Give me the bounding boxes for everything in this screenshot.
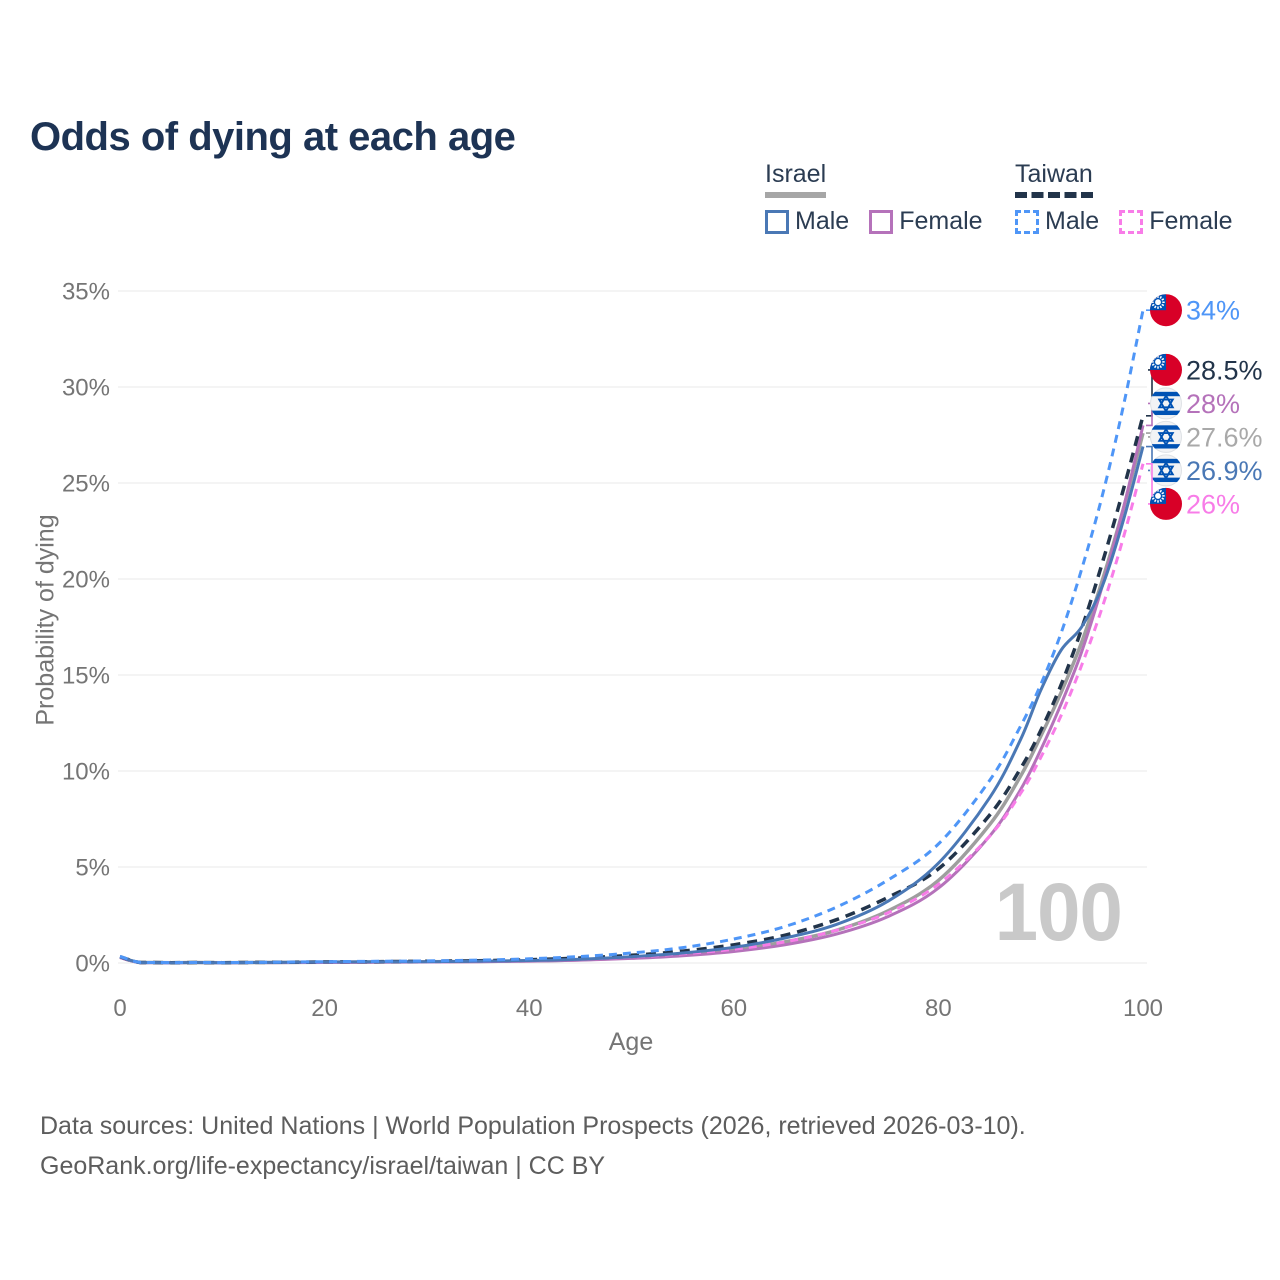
israel-flag-icon <box>1150 454 1182 486</box>
line-taiwan[interactable] <box>119 415 1145 965</box>
x-tick-label: 20 <box>311 995 338 1022</box>
end-value-label: 28% <box>1186 389 1240 419</box>
legend-item-label: Female <box>1149 207 1233 235</box>
y-axis-title: Probability of dying <box>31 514 60 726</box>
israel-flag-icon <box>1150 387 1182 419</box>
x-tick-label: 0 <box>113 995 126 1022</box>
x-axis-title: Age <box>608 1028 654 1056</box>
legend-item-taiwan-male[interactable]: Male <box>1015 207 1099 236</box>
end-value-label: 34% <box>1186 296 1240 326</box>
x-tick-label: 80 <box>925 995 952 1022</box>
legend-item-label: Female <box>899 207 983 235</box>
israel-flag-icon <box>1150 421 1182 453</box>
x-tick-label: 100 <box>1123 995 1163 1022</box>
taiwan-flag-icon <box>1150 488 1182 520</box>
legend-item-label: Male <box>1045 207 1100 235</box>
x-tick-label: 60 <box>720 995 747 1022</box>
taiwan-male-swatch-icon <box>1015 209 1039 234</box>
data-sources-text: Data sources: United Nations | World Pop… <box>40 1112 1026 1140</box>
y-tick-label: 15% <box>62 662 110 689</box>
y-tick-label: 10% <box>62 758 110 785</box>
y-tick-label: 30% <box>62 374 110 401</box>
x-tick-label: 40 <box>516 995 543 1022</box>
legend-group-title-israel[interactable]: Israel <box>765 160 827 198</box>
age-watermark: 100 <box>994 867 1123 958</box>
line-israel[interactable] <box>119 432 1145 965</box>
line-taiwan-female[interactable] <box>119 463 1145 965</box>
line-israel-male[interactable] <box>119 446 1145 965</box>
footer: Data sources: United Nations | World Pop… <box>40 1106 1026 1186</box>
end-value-label: 26% <box>1186 489 1240 519</box>
taiwan-female-swatch-icon <box>1119 209 1144 234</box>
y-tick-label: 25% <box>62 470 110 497</box>
legend-group-taiwan: Taiwan Male Female <box>1015 160 1233 236</box>
line-taiwan-male[interactable] <box>119 309 1145 965</box>
end-value-label: 28.5% <box>1186 355 1263 385</box>
legend-item-taiwan-female[interactable]: Female <box>1119 207 1233 236</box>
page-title: Odds of dying at each age <box>30 114 516 159</box>
line-israel-female[interactable] <box>119 425 1145 965</box>
y-tick-label: 20% <box>62 566 110 593</box>
israel-male-swatch-icon <box>765 209 789 234</box>
taiwan-flag-icon <box>1150 354 1182 386</box>
y-tick-label: 35% <box>62 278 110 305</box>
attribution-text: GeoRank.org/life-expectancy/israel/taiwa… <box>40 1152 606 1180</box>
legend-group-title-taiwan[interactable]: Taiwan <box>1015 160 1093 198</box>
legend-item-israel-male[interactable]: Male <box>765 207 849 236</box>
y-tick-label: 0% <box>75 950 110 977</box>
legend-item-label: Male <box>795 207 850 235</box>
taiwan-flag-icon <box>1150 294 1182 326</box>
israel-female-swatch-icon <box>869 209 894 234</box>
y-tick-label: 5% <box>75 854 110 881</box>
legend-group-israel: Israel Male Female <box>765 160 983 236</box>
legend-item-israel-female[interactable]: Female <box>869 207 983 236</box>
end-value-label: 27.6% <box>1186 422 1263 452</box>
end-value-label: 26.9% <box>1186 456 1263 486</box>
